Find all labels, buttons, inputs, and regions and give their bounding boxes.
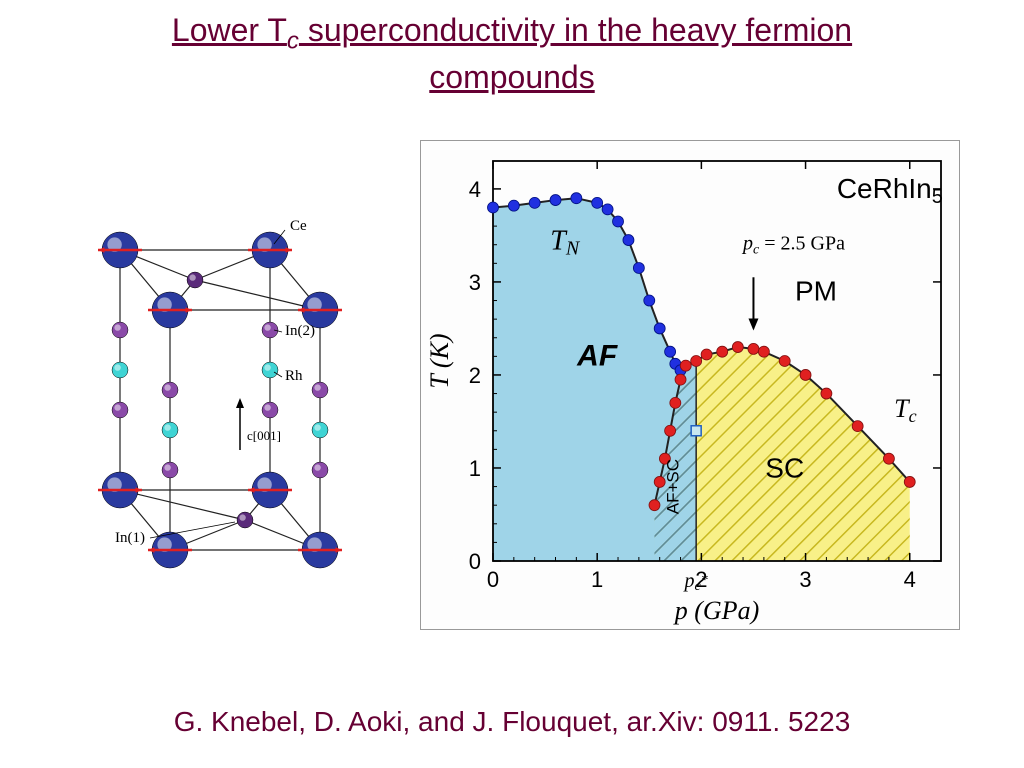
title-text-2: compounds — [429, 59, 594, 95]
svg-text:3: 3 — [469, 270, 481, 295]
svg-text:0: 0 — [487, 567, 499, 592]
crystal-structure-diagram: c[001] Ce In(2) Rh In(1) — [60, 180, 380, 580]
svg-text:T (K): T (K) — [425, 333, 454, 388]
svg-text:4: 4 — [469, 177, 481, 202]
title-text-1: Lower T — [172, 12, 287, 48]
title-tc-sub: c — [287, 27, 299, 54]
svg-text:CeRhIn5: CeRhIn5 — [837, 173, 943, 208]
page-title: Lower Tc superconductivity in the heavy … — [0, 10, 1024, 98]
svg-text:1: 1 — [469, 456, 481, 481]
svg-text:4: 4 — [904, 567, 916, 592]
svg-text:In(1): In(1) — [115, 530, 145, 546]
svg-text:PM: PM — [795, 276, 837, 307]
svg-text:p (GPa): p (GPa) — [673, 596, 759, 625]
citation-text: G. Knebel, D. Aoki, and J. Flouquet, ar.… — [0, 706, 1024, 738]
svg-text:1: 1 — [591, 567, 603, 592]
svg-text:AF: AF — [576, 340, 618, 373]
svg-text:SC: SC — [765, 452, 804, 483]
svg-text:Ce: Ce — [290, 218, 307, 234]
svg-text:c[001]: c[001] — [247, 428, 281, 443]
svg-text:In(2): In(2) — [285, 323, 315, 339]
svg-text:AF+SC: AF+SC — [663, 459, 682, 514]
title-text-1b: superconductivity in the heavy fermion — [299, 12, 852, 48]
phase-diagram-chart: 0123401234p (GPa)T (K)TNAFPMSCTcAF+SCCeR… — [420, 140, 960, 630]
svg-text:2: 2 — [469, 363, 481, 388]
svg-text:Rh: Rh — [285, 368, 303, 384]
svg-text:0: 0 — [469, 549, 481, 574]
svg-text:3: 3 — [799, 567, 811, 592]
